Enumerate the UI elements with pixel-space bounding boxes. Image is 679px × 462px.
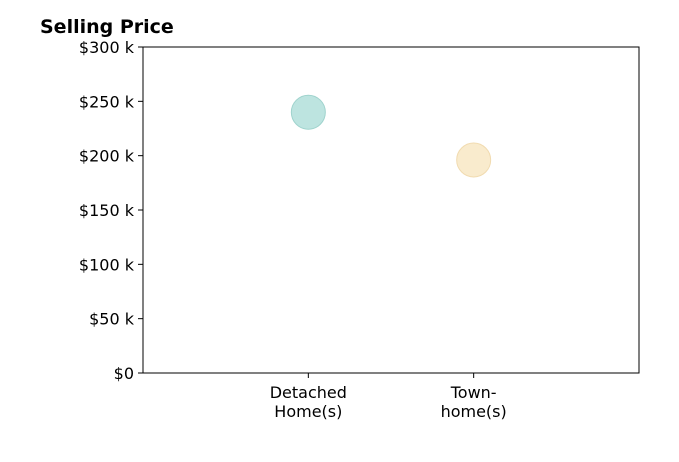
y-tick-label: $300 k — [79, 38, 135, 57]
y-axis: $0 $50 k $100 k $150 k $200 k $250 k $300 k — [79, 38, 143, 383]
x-tick-label-line: Detached — [270, 383, 347, 402]
x-tick-label-line: home(s) — [441, 402, 507, 421]
y-tick-label: $150 k — [79, 201, 135, 220]
chart-title: Selling Price — [40, 16, 174, 38]
x-tick-label-line: Town- — [450, 383, 497, 402]
x-tick-label-line: Home(s) — [274, 402, 342, 421]
y-tick-label: $0 — [114, 364, 134, 383]
plot-frame — [142, 46, 640, 374]
y-tick-label: $50 k — [89, 310, 135, 329]
x-axis: Detached Home(s) Town-home(s) — [270, 373, 507, 421]
data-point — [290, 94, 326, 130]
points-layer — [290, 94, 492, 178]
y-tick-label: $200 k — [79, 147, 135, 166]
x-tick-label: Detached Home(s) — [270, 383, 347, 421]
data-point — [456, 142, 492, 178]
y-tick-label: $250 k — [79, 92, 135, 111]
x-tick-label: Town-home(s) — [441, 383, 507, 421]
y-tick-label: $100 k — [79, 255, 135, 274]
